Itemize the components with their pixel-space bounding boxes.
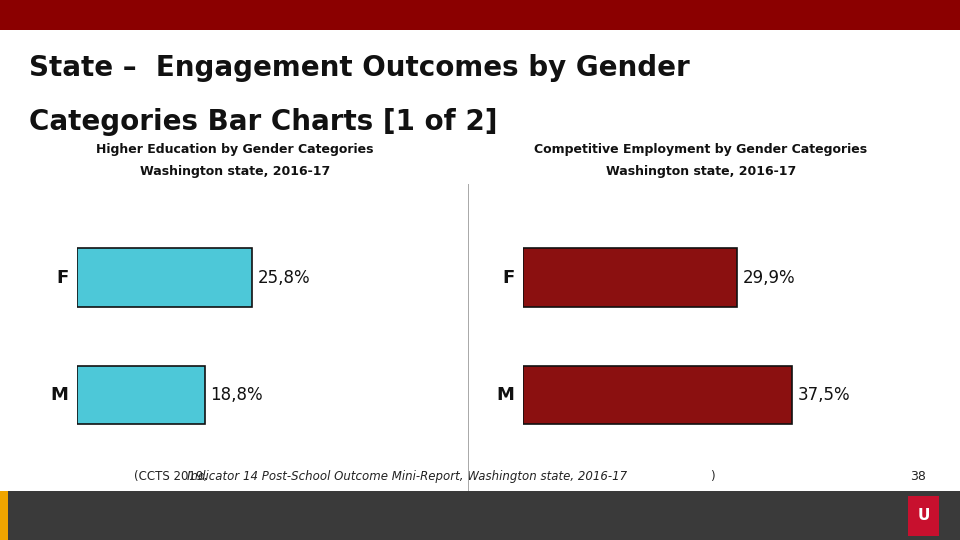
Text: 25,8%: 25,8% (258, 268, 310, 287)
Bar (523, 248, 737, 307)
Text: Washington state, 2016-17: Washington state, 2016-17 (140, 165, 330, 178)
Text: ): ) (710, 470, 715, 483)
Text: M: M (51, 386, 68, 404)
Text: (CCTS 2019,: (CCTS 2019, (134, 470, 211, 483)
Text: M: M (496, 386, 515, 404)
Text: Higher Education by Gender Categories: Higher Education by Gender Categories (96, 143, 374, 156)
Text: Washington state, 2016-17: Washington state, 2016-17 (606, 165, 796, 178)
Text: SEATTLE: SEATTLE (840, 508, 913, 523)
Text: Center for Change in Transition Services | www.seattleu.edu/ccts | CC BY 4.0: Center for Change in Transition Services… (14, 510, 441, 521)
Text: 29,9%: 29,9% (743, 268, 796, 287)
Text: 18,8%: 18,8% (210, 386, 263, 404)
Text: Indicator 14 Post-School Outcome Mini-Report, Washington state, 2016-17: Indicator 14 Post-School Outcome Mini-Re… (187, 470, 627, 483)
Bar (77, 248, 252, 307)
Text: F: F (502, 268, 515, 287)
Text: 37,5%: 37,5% (798, 386, 850, 404)
Bar (523, 366, 792, 424)
Text: F: F (57, 268, 68, 287)
Text: Categories Bar Charts [1 of 2]: Categories Bar Charts [1 of 2] (29, 108, 497, 136)
Text: U: U (918, 508, 929, 523)
Text: State –  Engagement Outcomes by Gender: State – Engagement Outcomes by Gender (29, 54, 689, 82)
Text: 38: 38 (910, 470, 926, 483)
Bar (77, 366, 204, 424)
Text: Competitive Employment by Gender Categories: Competitive Employment by Gender Categor… (534, 143, 868, 156)
